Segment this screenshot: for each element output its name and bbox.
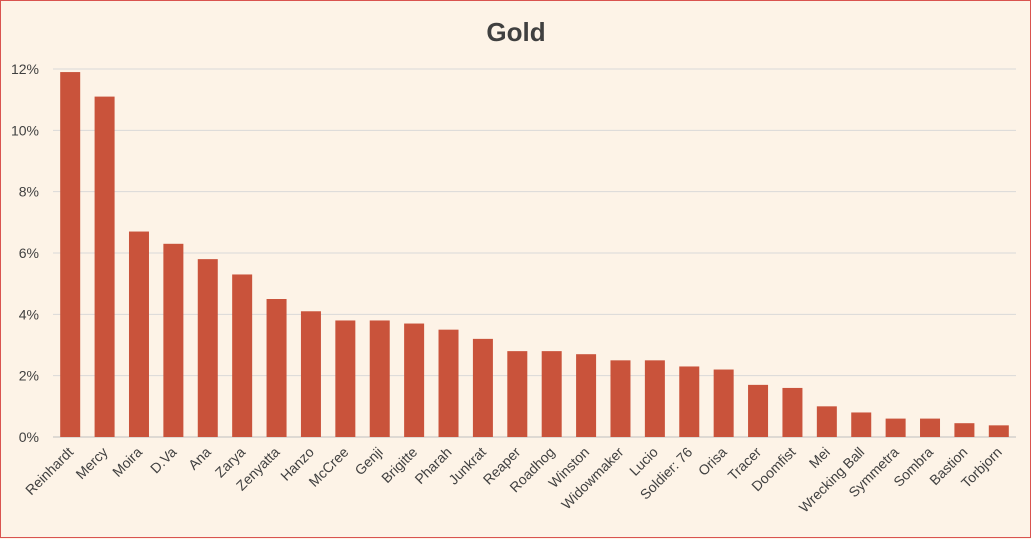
gridlines xyxy=(53,68,1016,438)
y-tick-label: 8% xyxy=(19,184,39,200)
bar xyxy=(851,412,872,437)
bar xyxy=(60,72,81,438)
y-tick-label: 2% xyxy=(19,368,39,384)
bar xyxy=(920,418,941,437)
bar xyxy=(576,354,597,437)
bar xyxy=(163,243,184,437)
x-tick-label: Ana xyxy=(185,444,214,473)
bar xyxy=(885,418,906,437)
y-axis-ticks: 0% 2% 4% 6% 8% 10% 12% xyxy=(11,61,39,445)
x-tick-label: Junkrat xyxy=(445,444,489,488)
bar xyxy=(300,311,321,437)
bar xyxy=(541,351,562,437)
bar xyxy=(94,96,115,437)
bar xyxy=(988,425,1009,437)
chart-title: Gold xyxy=(486,17,545,47)
bar xyxy=(782,387,803,437)
y-tick-label: 0% xyxy=(19,429,39,445)
y-tick-label: 10% xyxy=(11,122,39,138)
bar xyxy=(335,320,356,437)
bar xyxy=(232,274,253,437)
x-tick-label: Mei xyxy=(806,444,833,471)
bar xyxy=(610,360,631,437)
bar xyxy=(438,329,459,437)
bar xyxy=(128,231,149,437)
bar xyxy=(679,366,700,437)
x-tick-label: Moira xyxy=(109,444,145,480)
bar xyxy=(713,369,734,437)
x-tick-label: D.Va xyxy=(147,444,180,477)
bar xyxy=(404,323,425,437)
bar xyxy=(369,320,390,437)
x-tick-label: Reinhardt xyxy=(22,444,76,498)
y-tick-label: 4% xyxy=(19,306,39,322)
bar xyxy=(748,384,769,437)
bar xyxy=(472,338,493,437)
bar xyxy=(197,259,218,437)
x-tick-label: Orisa xyxy=(695,444,730,479)
y-tick-label: 12% xyxy=(11,61,39,77)
bar xyxy=(644,360,665,437)
x-tick-label: Mercy xyxy=(72,444,110,482)
bar xyxy=(816,406,837,437)
y-tick-label: 6% xyxy=(19,245,39,261)
bars xyxy=(60,72,1009,438)
bar xyxy=(954,423,975,437)
bar xyxy=(507,351,528,437)
bar xyxy=(266,299,287,437)
